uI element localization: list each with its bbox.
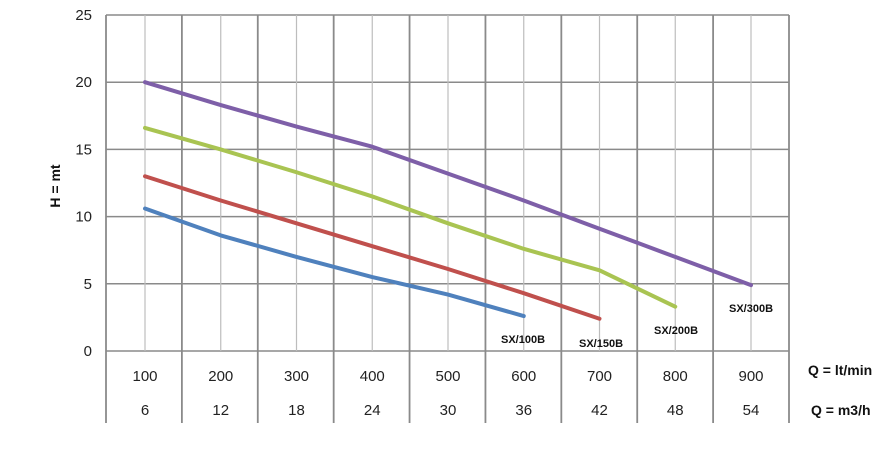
- y-tick-label: 10: [75, 209, 92, 226]
- series-label: SX/200B: [654, 325, 698, 337]
- y-tick-label: 0: [84, 343, 92, 360]
- x-tick-label: 30: [440, 402, 457, 419]
- x-tick-label: 42: [591, 402, 608, 419]
- x-tick-label: 100: [132, 368, 157, 385]
- x-tick-label: 400: [360, 368, 385, 385]
- x-tick-label: 200: [208, 368, 233, 385]
- x-tick-label: 36: [515, 402, 532, 419]
- series-label: SX/100B: [501, 334, 545, 346]
- y-tick-label: 25: [75, 7, 92, 24]
- x-tick-label: 18: [288, 402, 305, 419]
- y-axis-ticks: 0 5 10 15 20 25: [75, 7, 92, 360]
- x-tick-label: 600: [511, 368, 536, 385]
- series-line-sx-200b: [143, 125, 678, 309]
- grid: [105, 14, 790, 423]
- x-tick-label: 800: [663, 368, 688, 385]
- x-axis-rows: 100 200 300 400 500 600 700 800 900 6 12 18 24 30 36 42…: [132, 368, 763, 419]
- x-tick-label: 12: [212, 402, 229, 419]
- y-tick-label: 15: [75, 141, 92, 158]
- series-line-sx-100b: [143, 206, 526, 319]
- x-tick-label: 900: [738, 368, 763, 385]
- series-label: SX/150B: [579, 338, 623, 350]
- series-label: SX/300B: [729, 303, 773, 315]
- y-tick-label: 5: [84, 276, 92, 293]
- y-tick-label: 20: [75, 74, 92, 91]
- x-tick-label: 300: [284, 368, 309, 385]
- series-labels: SX/100B SX/150B SX/200B SX/300B: [501, 303, 773, 350]
- y-axis-label: H = mt: [47, 164, 63, 208]
- series-line-sx-300b: [143, 80, 753, 288]
- x-axis-label-lt-min: Q = lt/min: [808, 362, 872, 378]
- x-tick-label: 54: [743, 402, 760, 419]
- series-line-sx-150b: [143, 174, 602, 321]
- x-axis-label-m3-h: Q = m3/h: [811, 402, 871, 418]
- x-tick-label: 500: [435, 368, 460, 385]
- x-tick-label: 6: [141, 402, 149, 419]
- x-tick-label: 700: [587, 368, 612, 385]
- series-lines: [143, 80, 753, 321]
- x-tick-label: 24: [364, 402, 381, 419]
- x-tick-label: 48: [667, 402, 684, 419]
